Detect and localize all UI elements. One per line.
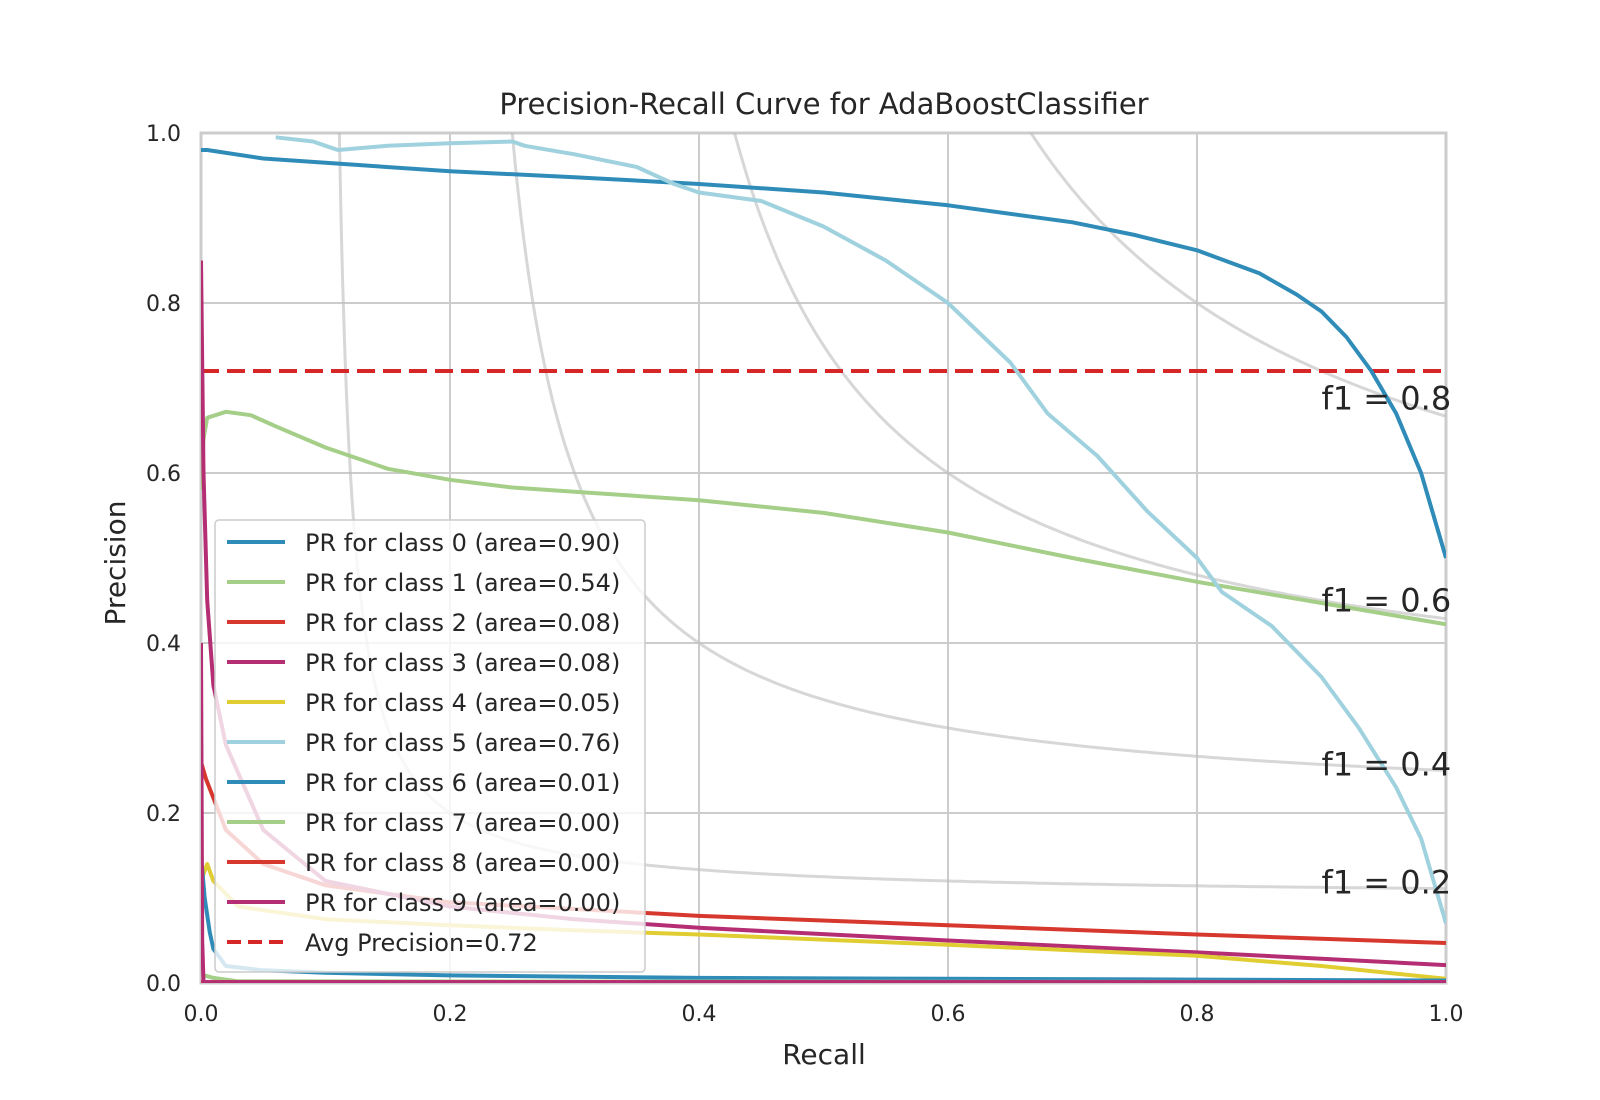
chart-title: Precision-Recall Curve for AdaBoostClass… — [499, 87, 1148, 121]
x-tick-label: 0.2 — [433, 1002, 468, 1027]
x-tick-label: 0.0 — [184, 1002, 219, 1027]
legend: PR for class 0 (area=0.90) PR for class 1… — [214, 519, 646, 973]
x-tick-label: 0.4 — [682, 1002, 717, 1027]
pr-series-line — [201, 642, 1446, 983]
legend-entry: PR for class 0 (area=0.90) — [305, 529, 620, 557]
iso-f1-label: f1 = 0.6 — [1322, 582, 1452, 620]
x-tick-label: 0.8 — [1180, 1002, 1215, 1027]
pr-series-line — [201, 148, 1446, 559]
legend-entry: PR for class 5 (area=0.76) — [305, 729, 620, 757]
y-tick-label: 1.0 — [146, 122, 181, 147]
pr-series-line — [201, 409, 1446, 627]
legend-entry: PR for class 3 (area=0.08) — [305, 649, 620, 677]
y-tick-label: 0.0 — [146, 972, 181, 997]
x-axis-label: Recall — [782, 1038, 866, 1071]
y-axis-label: Precision — [99, 501, 132, 626]
iso-f1-curve — [733, 133, 1446, 621]
iso-f1-curve — [510, 133, 1446, 772]
y-tick-label: 0.4 — [146, 632, 181, 657]
iso-f1-curve — [1029, 133, 1446, 418]
legend-entry: PR for class 7 (area=0.00) — [305, 809, 620, 837]
y-tick-label: 0.6 — [146, 462, 181, 487]
legend-entry: PR for class 9 (area=0.00) — [305, 889, 620, 917]
legend-entry: PR for class 4 (area=0.05) — [305, 689, 620, 717]
y-tick-label: 0.2 — [146, 802, 181, 827]
iso-f1-label: f1 = 0.8 — [1322, 379, 1452, 417]
legend-box — [214, 519, 646, 973]
pr-series-line — [275, 135, 1446, 925]
iso-f1-label: f1 = 0.2 — [1322, 864, 1452, 902]
legend-entry: PR for class 8 (area=0.00) — [305, 849, 620, 877]
legend-entry: PR for class 6 (area=0.01) — [305, 769, 620, 797]
legend-entry: PR for class 1 (area=0.54) — [305, 569, 620, 597]
x-tick-label: 1.0 — [1429, 1002, 1464, 1027]
x-tick-label: 0.6 — [931, 1002, 966, 1027]
legend-entry: Avg Precision=0.72 — [305, 929, 538, 957]
y-tick-label: 0.8 — [146, 292, 181, 317]
legend-entry: PR for class 2 (area=0.08) — [305, 609, 620, 637]
iso-f1-label: f1 = 0.4 — [1322, 746, 1452, 784]
